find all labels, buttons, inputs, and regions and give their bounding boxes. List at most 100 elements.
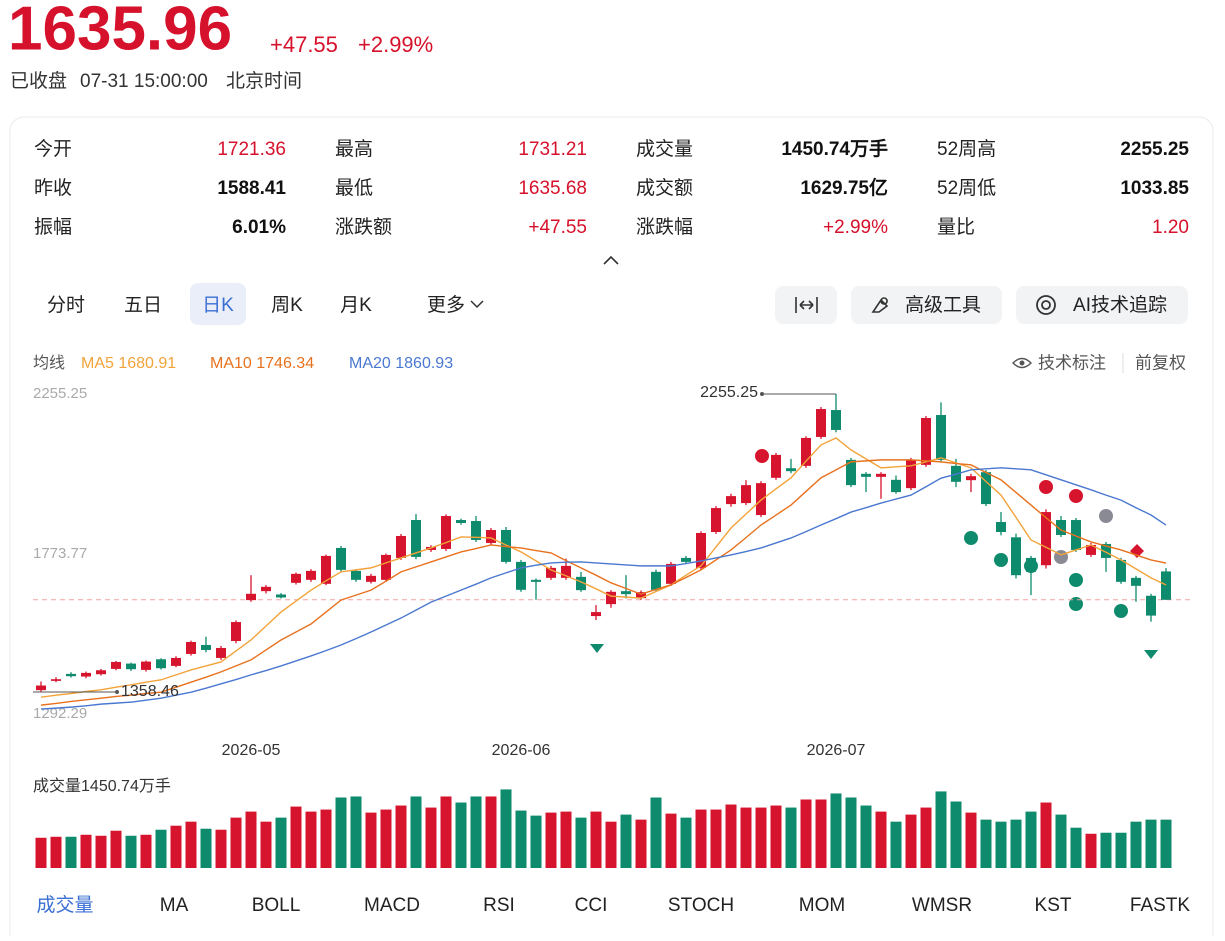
volume-bar [860, 805, 872, 868]
tool-button[interactable] [851, 286, 1002, 324]
volume-bar [1160, 819, 1172, 868]
volume-bar [1145, 819, 1157, 868]
indicator-tab[interactable]: WMSR [912, 895, 972, 916]
candle-body [216, 647, 226, 658]
volume-bar [350, 796, 362, 868]
period-tab[interactable]: 日K [202, 295, 234, 316]
candle-body [666, 563, 676, 584]
indicator-tab[interactable]: RSI [483, 895, 515, 916]
indicator-tab[interactable]: KST [1035, 895, 1072, 916]
y-tick-label: 1773.77 [33, 545, 87, 562]
indicator-tab[interactable]: MOM [799, 895, 845, 916]
indicator-tab[interactable]: BOLL [252, 895, 301, 916]
candle-body [651, 571, 661, 590]
volume-bar [260, 821, 272, 868]
volume-bar [1115, 832, 1127, 868]
period-tab[interactable]: 月K [340, 295, 372, 316]
candle-body [621, 591, 631, 595]
period-tab[interactable]: 五日 [124, 295, 162, 316]
signal [1069, 489, 1083, 503]
candle-body [81, 672, 91, 677]
volume-bar [1070, 827, 1082, 868]
volume-bar [200, 828, 212, 868]
volume-bar [230, 817, 242, 868]
stat-value: 6.01% [232, 217, 286, 238]
volume-bar [245, 811, 257, 868]
volume-bar [545, 812, 557, 868]
candle-body [366, 575, 376, 582]
legend-name: MA10 [210, 355, 252, 372]
signal [1144, 650, 1158, 659]
volume-bar [35, 837, 47, 868]
volume-bar [305, 811, 317, 868]
ai-button[interactable] [1016, 286, 1188, 324]
candle-body [201, 644, 211, 650]
candle-body [381, 554, 391, 580]
volume-bar [170, 825, 182, 868]
volume-bar [65, 836, 77, 868]
volume-bar [1130, 821, 1142, 868]
candle-body [516, 561, 526, 590]
volume-bar [395, 805, 407, 868]
volume-bar [620, 814, 632, 868]
candle-body [1056, 520, 1066, 535]
x-tick-label: 2026-05 [222, 742, 281, 759]
candle-body [681, 557, 691, 562]
candle-body [861, 473, 871, 477]
candle-body [741, 485, 751, 504]
stat-value: 1635.68 [518, 178, 587, 199]
candle-body [576, 576, 586, 591]
low-dot [115, 690, 119, 695]
volume-bar [455, 802, 467, 868]
volume-bar [110, 830, 122, 868]
volume-bar [1100, 832, 1112, 868]
volume-bar [185, 821, 197, 868]
volume-bar [920, 807, 932, 868]
period-tab[interactable]: 更多 [427, 294, 465, 316]
collapse-icon[interactable] [603, 255, 619, 265]
low-label: 1358.46 [121, 683, 179, 700]
stat-value: 1033.85 [1120, 178, 1189, 199]
legend-name: MA5 [81, 355, 114, 372]
volume-bar [1010, 819, 1022, 868]
indicator-tab[interactable]: MA [160, 895, 189, 916]
period-tab[interactable]: 周K [271, 295, 303, 316]
chart-option[interactable]: 前复权 [1135, 353, 1186, 372]
signal [1069, 597, 1083, 611]
volume-bar [635, 819, 647, 868]
volume-title-unit: 万手 [139, 777, 171, 795]
stat-value: 1588.41 [217, 178, 286, 199]
candle-body [1146, 595, 1156, 616]
volume-bar [1055, 814, 1067, 868]
eye-icon [1012, 357, 1032, 369]
volume-bar [965, 812, 977, 868]
candle-body [1026, 557, 1036, 572]
candle-body [546, 567, 556, 578]
indicator-tab[interactable]: STOCH [668, 895, 734, 916]
candle-body [831, 410, 841, 430]
candle-body [606, 591, 616, 605]
candle-body [966, 476, 976, 481]
chart-option[interactable]: 技术标注 [1038, 353, 1106, 372]
stat-label: 成交量 [636, 138, 693, 160]
volume-bar [440, 796, 452, 868]
candle-body [396, 535, 406, 558]
volume-bar [935, 791, 947, 868]
period-tab[interactable]: 分时 [47, 294, 85, 316]
candle-body [696, 532, 706, 568]
candle-body [186, 641, 196, 654]
candle-body [936, 415, 946, 460]
indicator-tab[interactable]: MACD [364, 895, 420, 916]
indicator-tab[interactable]: CCI [575, 895, 608, 916]
candle-body [816, 409, 826, 437]
indicator-tab[interactable]: FASTK [1130, 895, 1191, 916]
status: 已收盘 [10, 70, 67, 92]
candle-body [981, 472, 991, 505]
more-icon [470, 300, 484, 309]
signal [994, 553, 1008, 567]
volume-bar [605, 821, 617, 868]
indicator-tab[interactable]: 成交量 [36, 894, 93, 916]
volume-bar [140, 834, 152, 868]
volume-bar [155, 829, 167, 868]
candle-body [1071, 520, 1081, 550]
